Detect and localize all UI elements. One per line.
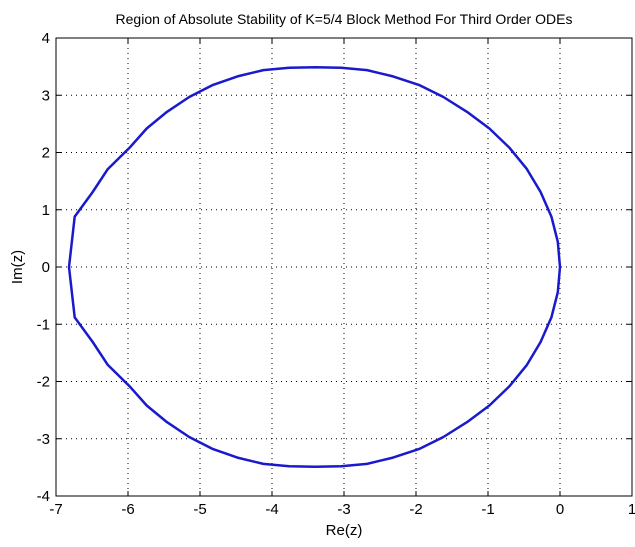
y-tick-label: -3 — [37, 431, 50, 448]
x-tick-label: -5 — [193, 501, 206, 518]
plot-frame — [55, 37, 633, 497]
y-tick-label: 0 — [42, 259, 50, 276]
series-layer — [67, 65, 562, 469]
x-tick-label: -1 — [481, 501, 494, 518]
grid-layer — [56, 38, 632, 496]
x-tick-label: 1 — [628, 501, 635, 518]
y-tick-label: 4 — [42, 30, 50, 47]
stability-boundary-curve — [67, 65, 562, 469]
chart-title: Region of Absolute Stability of K=5/4 Bl… — [116, 11, 573, 27]
y-tick-label: -4 — [37, 488, 50, 505]
x-tick-label: -2 — [409, 501, 422, 518]
y-axis-label: Im(z) — [9, 250, 26, 284]
x-tick-label: -4 — [265, 501, 278, 518]
y-tick-label: -1 — [37, 316, 50, 333]
y-tick-label: -2 — [37, 374, 50, 391]
y-tick-label: 3 — [42, 87, 50, 104]
y-tick-label: 2 — [42, 145, 50, 162]
x-axis-label: Re(z) — [326, 522, 363, 539]
tick-layer: -7 -6 -5 -4 -3 -2 -1 0 1 -4 -3 -2 -1 0 1 2 3 4 — [37, 30, 635, 518]
x-tick-label: 0 — [556, 501, 564, 518]
x-tick-label: -3 — [337, 501, 350, 518]
y-tick-label: 1 — [42, 202, 50, 219]
x-tick-label: -6 — [121, 501, 134, 518]
x-tick-label: -7 — [49, 501, 62, 518]
